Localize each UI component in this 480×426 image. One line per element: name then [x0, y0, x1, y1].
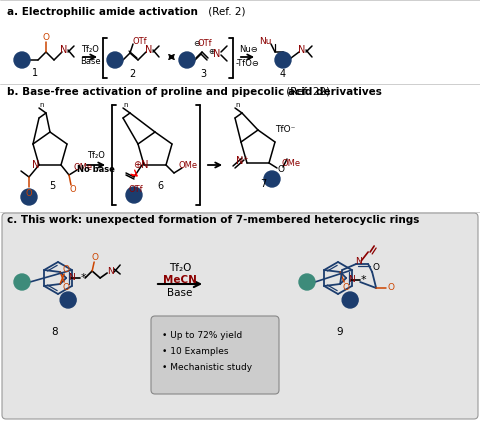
Text: O: O [43, 34, 49, 43]
Text: Nu: Nu [259, 37, 271, 46]
Text: OMe: OMe [73, 164, 93, 173]
Text: O: O [372, 262, 380, 271]
Text: a. Electrophilic amide activation: a. Electrophilic amide activation [7, 7, 198, 17]
Text: N: N [213, 49, 221, 59]
FancyBboxPatch shape [2, 213, 478, 419]
Text: 4: 4 [280, 69, 286, 79]
Text: 1: 1 [32, 68, 38, 78]
Circle shape [14, 274, 30, 290]
Text: N: N [107, 267, 113, 276]
Text: 2: 2 [129, 69, 135, 79]
Text: 9: 9 [336, 327, 343, 337]
Text: OMe: OMe [281, 158, 300, 167]
Text: N: N [60, 45, 68, 55]
Circle shape [107, 52, 123, 68]
Text: O: O [277, 164, 285, 173]
Text: Base: Base [80, 57, 100, 66]
Text: O: O [26, 188, 32, 198]
Text: 7: 7 [260, 179, 266, 189]
Text: ⊕N: ⊕N [133, 160, 149, 170]
Text: OTf: OTf [198, 38, 212, 48]
Circle shape [299, 274, 315, 290]
Text: Tf₂O: Tf₂O [169, 263, 191, 273]
Text: MeCN: MeCN [163, 275, 197, 285]
Text: N: N [355, 257, 361, 267]
Text: Tf₂O: Tf₂O [81, 46, 99, 55]
Text: *: * [360, 275, 366, 285]
Text: N⁺: N⁺ [236, 156, 248, 166]
Text: O: O [63, 282, 70, 291]
Text: c. This work: unexpected formation of 7-membered heterocyclic rings: c. This work: unexpected formation of 7-… [7, 215, 420, 225]
Text: N: N [298, 45, 306, 55]
Text: O: O [343, 282, 349, 291]
Text: ⊕: ⊕ [208, 46, 214, 55]
Text: *: * [80, 273, 86, 283]
Text: n: n [40, 102, 44, 108]
Circle shape [126, 187, 142, 203]
Text: 5: 5 [49, 181, 55, 191]
Circle shape [60, 292, 76, 308]
Text: (Ref. 2): (Ref. 2) [205, 7, 245, 17]
Circle shape [21, 189, 37, 205]
Text: • Mechanistic study: • Mechanistic study [162, 363, 252, 371]
Text: 6: 6 [157, 181, 163, 191]
Text: O: O [388, 283, 395, 293]
Text: OMe: OMe [179, 161, 198, 170]
Text: N: N [32, 160, 40, 170]
Text: (Ref. 22): (Ref. 22) [283, 87, 330, 97]
Text: Nu⊖: Nu⊖ [239, 44, 257, 54]
Text: TfO⁻: TfO⁻ [275, 126, 295, 135]
Text: O: O [63, 265, 70, 273]
Text: O: O [92, 253, 99, 262]
Circle shape [14, 52, 30, 68]
Text: OTf: OTf [132, 37, 147, 46]
Text: • Up to 72% yield: • Up to 72% yield [162, 331, 242, 340]
Text: ⊖: ⊖ [193, 38, 201, 48]
Text: No base: No base [77, 164, 115, 173]
Text: -TfO⊖: -TfO⊖ [236, 58, 260, 67]
Text: Tf₂O: Tf₂O [87, 150, 105, 159]
Text: N: N [348, 276, 355, 285]
Text: Base: Base [168, 288, 192, 298]
Text: O: O [70, 185, 76, 195]
Text: • 10 Examples: • 10 Examples [162, 348, 228, 357]
Text: 3: 3 [200, 69, 206, 79]
Circle shape [179, 52, 195, 68]
Text: N: N [68, 273, 74, 282]
Text: N: N [145, 45, 153, 55]
Text: n: n [236, 102, 240, 108]
Text: OTf: OTf [129, 184, 144, 193]
FancyBboxPatch shape [151, 316, 279, 394]
Circle shape [342, 292, 358, 308]
Text: n: n [124, 102, 128, 108]
Text: b. Base-free activation of proline and pipecolic acid derivatives: b. Base-free activation of proline and p… [7, 87, 382, 97]
Circle shape [275, 52, 291, 68]
Circle shape [264, 171, 280, 187]
Text: 8: 8 [52, 327, 58, 337]
